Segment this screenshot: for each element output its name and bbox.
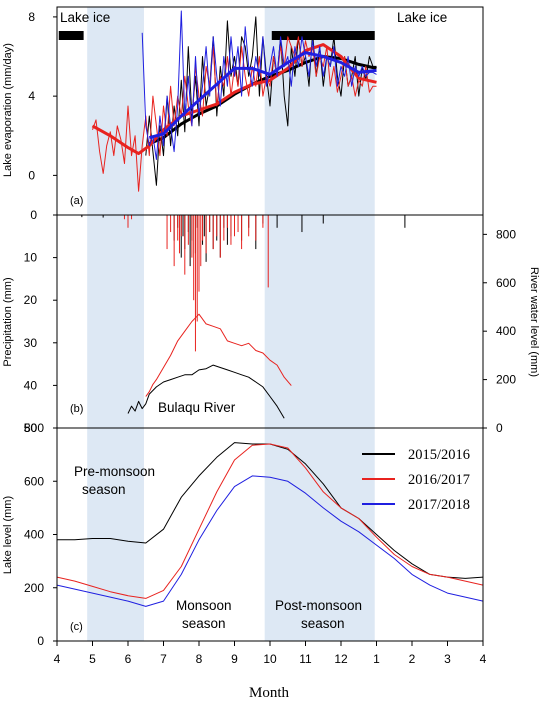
post-monsoon-shading bbox=[264, 7, 375, 641]
legend-label-2017: 2017/2018 bbox=[408, 497, 470, 513]
y-tick-label: 0 bbox=[28, 168, 35, 182]
y-axis-title-evaporation: Lake evaporation (mm/day) bbox=[2, 43, 14, 177]
evaporation-line-raw bbox=[92, 36, 377, 192]
y2-tick-label: 0 bbox=[496, 421, 503, 435]
x-tick-label: 11 bbox=[299, 652, 312, 666]
river-level-line bbox=[127, 364, 285, 419]
river-level-line bbox=[145, 313, 292, 397]
y-tick-label: 20 bbox=[24, 293, 38, 307]
x-tick-label: 9 bbox=[231, 652, 238, 666]
y2-tick-label: 800 bbox=[496, 227, 516, 241]
legend-label-2016: 2016/2017 bbox=[408, 472, 470, 488]
y-tick-label: 0 bbox=[37, 634, 44, 648]
river-name-label: Bulaqu River bbox=[158, 400, 236, 415]
y-axis-title-lake-level: Lake level (mm) bbox=[2, 496, 14, 574]
y-tick-label: 400 bbox=[24, 528, 44, 542]
x-tick-label: 7 bbox=[160, 652, 167, 666]
y-tick-label: 600 bbox=[24, 474, 44, 488]
season-label-post-2: season bbox=[301, 616, 345, 631]
season-label-monsoon: Monsoon bbox=[176, 598, 232, 613]
evaporation-line-smoothed bbox=[91, 43, 377, 156]
x-tick-label: 2 bbox=[409, 652, 416, 666]
lake-level-line bbox=[56, 475, 484, 607]
evaporation-line-smoothed bbox=[148, 51, 377, 140]
series-layer bbox=[56, 10, 484, 607]
y2-tick-label: 200 bbox=[496, 373, 516, 387]
y-tick-label: 40 bbox=[24, 378, 38, 392]
lake-ice-label-left: Lake ice bbox=[60, 10, 110, 25]
x-tick-label: 5 bbox=[89, 652, 96, 666]
x-tick-label: 4 bbox=[54, 652, 61, 666]
x-tick-label: 12 bbox=[334, 652, 348, 666]
panel-label-c: (c) bbox=[70, 621, 83, 633]
season-label-post: Post-monsoon bbox=[275, 598, 362, 613]
y-tick-label: 4 bbox=[28, 89, 35, 103]
x-tick-label: 1 bbox=[373, 652, 380, 666]
y-tick-label: 200 bbox=[24, 581, 44, 595]
x-tick-label: 8 bbox=[196, 652, 203, 666]
legend-label-2015: 2015/2016 bbox=[408, 447, 470, 463]
x-tick-label: 4 bbox=[480, 652, 487, 666]
panel-label-b: (b) bbox=[70, 403, 83, 415]
tick-layer: 4 5 6 7 8 9 10 11 12 1 2 3 4840010203040508006004002… bbox=[24, 10, 517, 666]
season-label-pre-2: season bbox=[82, 482, 126, 497]
y-tick-label: 10 bbox=[24, 251, 38, 265]
legend: 2015/2016 2016/2017 2017/2018 bbox=[362, 447, 470, 513]
pre-monsoon-shading bbox=[87, 7, 144, 641]
season-label-monsoon-2: season bbox=[182, 616, 226, 631]
y-axis-title-river-level: River water level (mm) bbox=[528, 267, 540, 377]
y2-tick-label: 400 bbox=[496, 324, 516, 338]
x-tick-label: 3 bbox=[444, 652, 451, 666]
y-tick-label: 50 bbox=[24, 421, 38, 435]
y-tick-label: 30 bbox=[24, 336, 38, 350]
lake-ice-bar bbox=[58, 31, 84, 40]
x-tick-label: 6 bbox=[125, 652, 132, 666]
lake-ice-bar bbox=[271, 31, 375, 40]
evaporation-line-raw bbox=[141, 10, 377, 160]
panel-label-a: (a) bbox=[70, 195, 83, 207]
x-axis-title: Month bbox=[249, 685, 290, 701]
x-tick-label: 10 bbox=[263, 652, 277, 666]
y-tick-label: 0 bbox=[30, 208, 37, 222]
lake-ice-label-right: Lake ice bbox=[397, 10, 447, 25]
y2-tick-label: 600 bbox=[496, 276, 516, 290]
season-label-pre: Pre-monsoon bbox=[74, 464, 155, 479]
lake-level-line bbox=[56, 443, 484, 599]
y-axis-title-precipitation: Precipitation (mm) bbox=[2, 277, 14, 366]
y-tick-label: 800 bbox=[24, 421, 44, 435]
y-tick-label: 8 bbox=[28, 10, 35, 24]
shading-layer bbox=[58, 7, 375, 641]
